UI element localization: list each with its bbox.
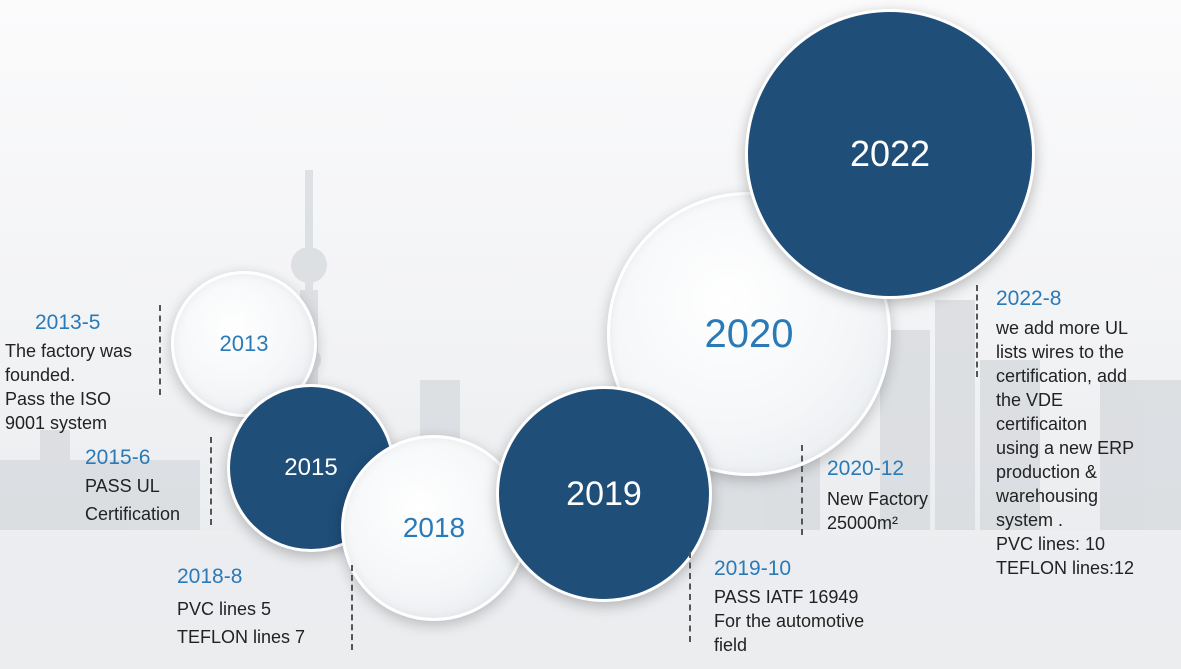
milestone-description: The factory was founded. Pass the ISO 90…: [5, 341, 133, 433]
year-label-2020: 2020: [704, 311, 794, 356]
milestone-description: PVC lines 5 TEFLON lines 7: [177, 599, 306, 647]
milestone-description: New Factory 25000m²: [827, 489, 929, 533]
year-circle-2019: 2019: [496, 386, 712, 602]
milestone-description: we add more UL lists wires to the certif…: [996, 318, 1135, 578]
milestone-date: 2018-8: [177, 565, 243, 588]
milestone-2013: 2013-5 The factory was founded. Pass the…: [5, 311, 160, 435]
milestone-date: 2013-5: [35, 311, 101, 334]
connector-2019: [689, 552, 691, 642]
milestone-date: 2020-12: [827, 457, 905, 480]
connector-2022: [976, 285, 978, 377]
year-label-2022: 2022: [849, 133, 931, 174]
year-label-2018: 2018: [402, 512, 466, 543]
milestone-2018: 2018-8 PVC lines 5 TEFLON lines 7: [177, 565, 347, 651]
milestone-description: PASS UL Certification: [85, 476, 181, 524]
year-label-2013: 2013: [219, 331, 269, 356]
connector-2020: [801, 445, 803, 535]
milestone-2015: 2015-6 PASS UL Certification: [85, 446, 210, 528]
connector-2018: [351, 565, 353, 650]
milestone-date: 2022-8: [996, 287, 1062, 310]
year-label-2015: 2015: [284, 454, 338, 481]
milestone-2019: 2019-10 PASS IATF 16949 For the automoti…: [714, 557, 914, 657]
milestone-2022: 2022-8 we add more UL lists wires to the…: [996, 287, 1176, 580]
year-circle-2018: 2018: [341, 435, 527, 621]
milestone-description: PASS IATF 16949 For the automotive field: [714, 587, 865, 655]
milestone-2020: 2020-12 New Factory 25000m²: [827, 457, 977, 535]
milestone-date: 2015-6: [85, 446, 151, 469]
milestone-date: 2019-10: [714, 557, 792, 580]
connector-2013: [159, 305, 161, 395]
connector-2015: [210, 437, 212, 525]
year-circle-2022: 2022: [745, 9, 1035, 299]
year-label-2019: 2019: [566, 474, 642, 513]
